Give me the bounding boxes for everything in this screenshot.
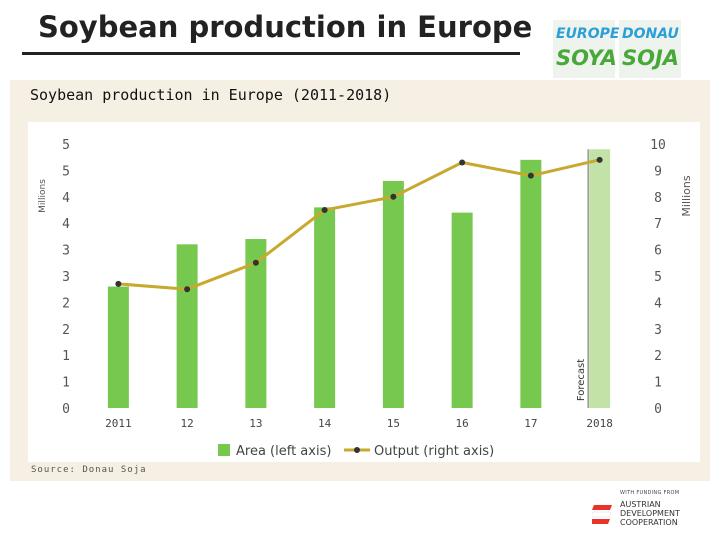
- left-tick-label: 2: [62, 323, 70, 338]
- logo-donau-soja-box: DONAU SOJA: [619, 20, 681, 78]
- left-tick-label: 1: [62, 349, 70, 364]
- right-axis-title: Millions: [680, 175, 693, 216]
- right-tick-label: 4: [654, 296, 662, 311]
- output-point: [252, 259, 259, 266]
- chart-subtitle: Soybean production in Europe (2011-2018): [30, 86, 392, 104]
- left-tick-label: 5: [62, 138, 70, 153]
- right-tick-label: 0: [654, 402, 662, 417]
- title-underline: [22, 52, 520, 55]
- left-tick-label: 4: [62, 191, 70, 206]
- left-tick-label: 4: [62, 217, 70, 232]
- legend-marker-output: [354, 447, 360, 453]
- right-tick-label: 1: [654, 376, 662, 391]
- output-point: [390, 193, 397, 200]
- category-label: 15: [387, 417, 400, 430]
- output-line: [118, 158, 600, 291]
- category-label: 14: [318, 417, 332, 430]
- logo-word-europe: EUROPE: [556, 26, 620, 42]
- output-point: [115, 280, 122, 287]
- logo-word-donau: DONAU: [622, 26, 679, 42]
- bar: [107, 286, 129, 408]
- austria-flag-icon: [592, 505, 612, 524]
- bar: [176, 244, 198, 408]
- legend-label-output: Output (right axis): [374, 444, 494, 459]
- category-label: 16: [456, 417, 469, 430]
- right-tick-label: 9: [654, 164, 662, 179]
- bar: [520, 159, 542, 408]
- funding-footer: WITH FUNDING FROM AUSTRIAN DEVELOPMENT C…: [590, 490, 690, 532]
- output-point: [527, 172, 534, 179]
- right-tick-label: 10: [650, 138, 666, 153]
- category-label: 2018: [586, 417, 613, 430]
- funding-org: AUSTRIAN DEVELOPMENT COOPERATION: [620, 500, 680, 527]
- left-tick-label: 3: [62, 244, 70, 259]
- left-tick-label: 0: [62, 402, 70, 417]
- legend-swatch-area: [218, 444, 230, 456]
- left-tick-label: 2: [62, 296, 70, 311]
- right-tick-label: 8: [654, 191, 662, 206]
- right-tick-label: 6: [654, 244, 662, 259]
- left-tick-label: 3: [62, 270, 70, 285]
- category-label: 13: [249, 417, 262, 430]
- source-note: Source: Donau Soja: [31, 465, 147, 475]
- funding-label: WITH FUNDING FROM: [620, 490, 680, 496]
- bar: [589, 149, 611, 408]
- output-point: [596, 156, 603, 163]
- bar: [451, 212, 473, 408]
- category-label: 17: [524, 417, 537, 430]
- legend-label-area: Area (left axis): [236, 444, 331, 459]
- bar: [382, 180, 404, 408]
- left-tick-label: 5: [62, 164, 70, 179]
- output-point: [184, 286, 191, 293]
- forecast-label: Forecast: [576, 359, 587, 401]
- right-tick-label: 3: [654, 323, 662, 338]
- left-tick-label: 1: [62, 376, 70, 391]
- right-tick-label: 2: [654, 349, 662, 364]
- slide-title: Soybean production in Europe: [38, 10, 533, 44]
- output-point: [321, 207, 328, 213]
- right-tick-label: 7: [654, 217, 662, 232]
- category-label: 2011: [105, 417, 132, 430]
- logo-europe-soya-box: EUROPE SOYA: [553, 20, 619, 78]
- output-point: [459, 159, 466, 166]
- left-axis-title: Millions: [38, 179, 48, 213]
- right-tick-label: 5: [654, 270, 662, 285]
- logo-word-soya: SOYA: [556, 46, 617, 70]
- bar: [245, 239, 267, 408]
- europe-soya-donau-soja-logo: EUROPE SOYA DONAU SOJA: [553, 20, 681, 78]
- bar: [314, 207, 336, 408]
- logo-word-soja: SOJA: [622, 46, 680, 70]
- category-label: 12: [181, 417, 194, 430]
